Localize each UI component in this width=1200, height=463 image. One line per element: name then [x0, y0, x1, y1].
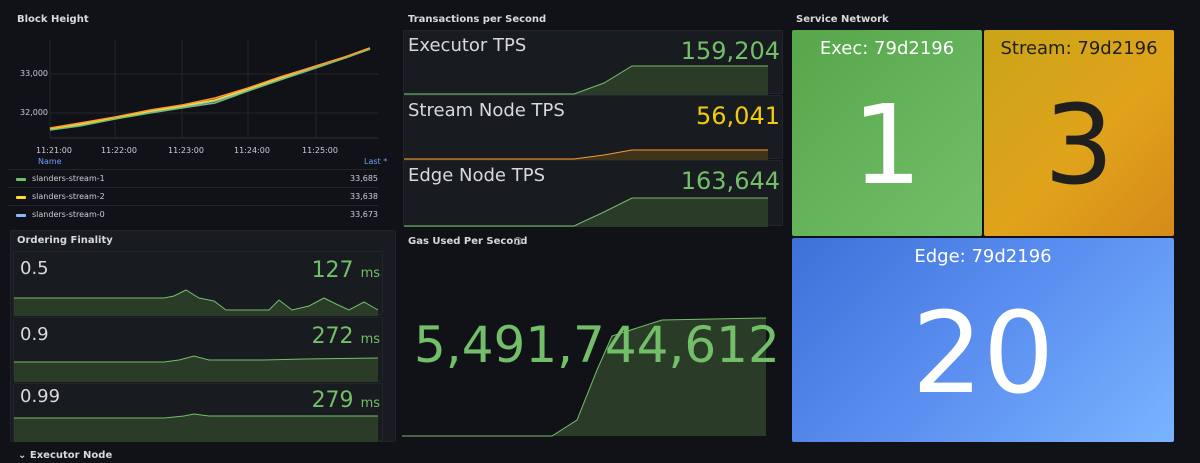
finality-p99-sparkline	[14, 413, 378, 442]
edge-tile-label: Edge: 79d2196	[914, 246, 1052, 267]
finality-p50-sparkline	[14, 289, 379, 316]
x-tick-4: 11:24:00	[234, 146, 270, 155]
exec-tile: Exec: 79d2196 1	[792, 30, 982, 236]
series-line-orange	[49, 47, 371, 129]
block-height-title: Block Height	[17, 14, 89, 25]
stream-tile-value: 3	[1044, 81, 1114, 209]
ordering-finality-title: Ordering Finality	[17, 235, 113, 246]
gas-title: Gas Used Per Second	[408, 236, 528, 247]
stream-tile: Stream: 79d2196 3	[984, 30, 1174, 236]
finality-p99-value: 279 ms	[312, 388, 380, 413]
executor-tps-sparkline	[404, 65, 768, 95]
legend-header-last[interactable]: Last *	[364, 157, 388, 166]
legend-swatch	[16, 214, 26, 217]
chevron-down-icon: ⌄	[18, 450, 27, 461]
x-tick-3: 11:23:00	[168, 146, 204, 155]
finality-p99-unit: ms	[360, 396, 380, 411]
service-network-panel: Service Network	[788, 8, 1200, 448]
gas-sparkline	[402, 317, 767, 437]
legend-name: slanders-stream-2	[32, 192, 105, 201]
x-tick-2: 11:22:00	[101, 146, 137, 155]
legend-swatch	[16, 196, 26, 199]
executor-tps-label: Executor TPS	[408, 35, 527, 56]
stream-tps-stat: Stream Node TPS 56,041	[403, 95, 783, 160]
legend-swatch	[16, 178, 26, 181]
finality-p90-unit: ms	[360, 332, 380, 347]
series-line-stream-2	[49, 47, 371, 130]
info-icon[interactable]: i	[514, 237, 522, 245]
executor-node-row-label: Executor Node	[29, 450, 113, 461]
y-tick-33000: 33,000	[20, 69, 48, 78]
edge-tps-stat: Edge Node TPS 163,644	[403, 160, 783, 227]
executor-tps-value: 159,204	[680, 37, 780, 65]
finality-p50-value: 127 ms	[312, 258, 380, 283]
finality-p90-sparkline	[14, 355, 379, 382]
y-tick-32000: 32,000	[20, 108, 48, 117]
finality-p90-stat: 0.9 272 ms	[13, 317, 383, 382]
block-height-chart	[49, 40, 378, 139]
executor-tps-stat: Executor TPS 159,204	[403, 30, 783, 95]
gas-panel: Gas Used Per Second i 5,491,744,612	[402, 230, 786, 442]
series-line-stream-1	[49, 48, 371, 131]
gas-value: 5,491,744,612	[414, 316, 780, 374]
legend-row-stream-1[interactable]: slanders-stream-1 33,685	[8, 169, 378, 187]
series-line-stream-0	[49, 48, 371, 131]
legend-last: 33,673	[350, 210, 378, 219]
stream-tile-label: Stream: 79d2196	[1000, 38, 1158, 59]
legend-last: 33,638	[350, 192, 378, 201]
edge-tile: Edge: 79d2196 20	[792, 238, 1174, 442]
legend-header-name[interactable]: Name	[38, 157, 62, 166]
tps-panel: Transactions per Second	[402, 8, 786, 226]
legend-last: 33,685	[350, 174, 378, 183]
x-tick-1: 11:21:00	[36, 146, 72, 155]
ordering-finality-panel: Ordering Finality 0.5 127 ms 0.9 272 ms …	[10, 230, 396, 442]
finality-p50-number: 127	[311, 258, 354, 283]
finality-p90-value: 272 ms	[312, 324, 380, 349]
exec-tile-label: Exec: 79d2196	[819, 38, 955, 59]
finality-p99-number: 279	[311, 388, 354, 413]
stream-tps-label: Stream Node TPS	[408, 100, 565, 121]
service-network-title: Service Network	[796, 14, 889, 25]
edge-tps-value: 163,644	[680, 167, 780, 195]
edge-tile-value: 20	[911, 289, 1055, 419]
finality-p50-unit: ms	[360, 266, 380, 281]
executor-node-row-header[interactable]: ⌄ Executor Node	[18, 450, 112, 461]
edge-tps-sparkline	[404, 197, 768, 227]
finality-p99-stat: 0.99 279 ms	[13, 383, 383, 442]
tps-title: Transactions per Second	[408, 14, 547, 25]
stream-tps-sparkline	[404, 149, 768, 160]
legend-row-stream-2[interactable]: slanders-stream-2 33,638	[8, 187, 378, 205]
stream-tps-value: 56,041	[696, 102, 780, 130]
legend-name: slanders-stream-1	[32, 174, 105, 183]
finality-p50-stat: 0.5 127 ms	[13, 251, 383, 316]
block-height-panel: Block Height 33,000 32,000 11:21:00 11:2…	[0, 8, 398, 226]
edge-tps-label: Edge Node TPS	[408, 165, 545, 186]
legend-name: slanders-stream-0	[32, 210, 105, 219]
finality-p99-label: 0.99	[20, 386, 61, 407]
legend-row-stream-0[interactable]: slanders-stream-0 33,673	[8, 205, 378, 223]
x-tick-5: 11:25:00	[302, 146, 338, 155]
finality-p90-label: 0.9	[20, 324, 49, 345]
finality-p50-label: 0.5	[20, 258, 49, 279]
exec-tile-value: 1	[852, 81, 922, 209]
finality-p90-number: 272	[311, 324, 354, 349]
